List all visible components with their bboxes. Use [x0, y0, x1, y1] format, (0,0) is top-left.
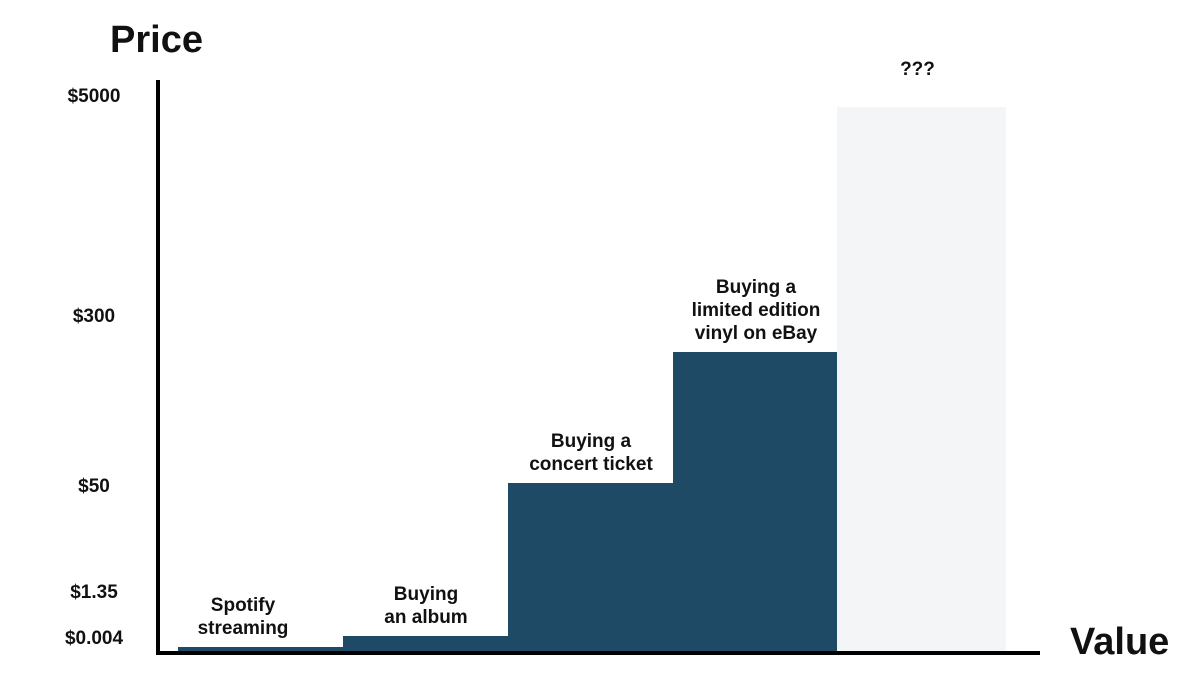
bar-label-line: vinyl on eBay: [695, 323, 818, 344]
bar: [673, 352, 839, 651]
bar-label: Spotify streaming: [198, 595, 289, 639]
bar: [837, 107, 1006, 651]
bar-label: Buying an album: [384, 584, 467, 628]
y-tick-label: $1.35: [70, 582, 118, 603]
bar: [343, 636, 509, 651]
bar-label-line: Buying a: [551, 431, 632, 452]
bar: [178, 647, 344, 651]
bar-label-line: ???: [900, 59, 935, 80]
bar-label: Buying a limited edition vinyl on eBay: [692, 277, 821, 344]
y-tick-label: $5000: [68, 86, 121, 107]
bar-label-line: an album: [384, 607, 467, 628]
y-tick-label: $300: [73, 306, 115, 327]
bar-label-line: Buying: [394, 584, 458, 605]
bar-label-line: Buying a: [716, 277, 797, 298]
y-tick-label: $50: [78, 476, 110, 497]
bar-label-line: concert ticket: [529, 454, 653, 475]
bar-label-line: limited edition: [692, 300, 821, 321]
bar: [508, 483, 674, 651]
bar-label: ???: [900, 59, 935, 80]
bars-layer: [178, 107, 1006, 651]
bar-label-line: streaming: [198, 618, 289, 639]
y-axis-title: Price: [110, 19, 203, 61]
y-ticks-layer: $5000 $300 $50 $1.35 $0.004: [65, 86, 124, 649]
y-tick-label: $0.004: [65, 628, 124, 649]
bar-label-line: Spotify: [211, 595, 276, 616]
bar-label: Buying a concert ticket: [529, 431, 653, 475]
x-axis-title: Value: [1070, 621, 1169, 663]
